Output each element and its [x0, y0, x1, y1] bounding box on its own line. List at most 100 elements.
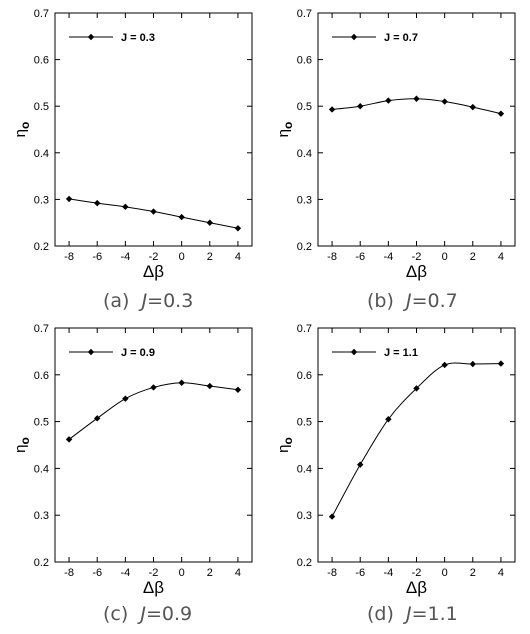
series-line-c-0 [68, 382, 238, 440]
y-tick-label-b-0: 0.2 [297, 241, 312, 253]
data-point-a-6 [234, 225, 242, 232]
y-axis-label-eta-a: η [12, 129, 29, 137]
caption-b-label: (b) [367, 290, 394, 312]
y-tick-label-a-0: 0.2 [34, 241, 49, 253]
legend-marker-a [87, 33, 95, 41]
x-tick-label-c-3: -2 [149, 567, 159, 579]
chart-panel-b: 0.2 0.3 0.4 0.5 0.6 0.7 -8 -6 -4 -2 0 2 4 Δβ ηo J = 0.7 [275, 8, 516, 281]
plot-frame-d [317, 327, 516, 563]
y-tick-label-a-2: 0.4 [34, 148, 49, 160]
y-axis-label-sub-b: o [281, 122, 295, 129]
caption-b-var: J [405, 290, 412, 312]
x-tick-label-b-1: -6 [355, 251, 365, 263]
data-point-a-2 [122, 203, 129, 211]
caption-a-value: =0.3 [147, 290, 194, 312]
plot-frame-b [317, 12, 516, 247]
x-tick-label-b-0: -8 [327, 251, 337, 263]
caption-c-value: =0.9 [145, 603, 193, 625]
plot-frame-c [54, 327, 253, 563]
x-tick-label-d-2: -4 [383, 567, 393, 579]
caption-d: (d) J=1.1 [367, 603, 458, 625]
chart-panel-d: 0.2 0.3 0.4 0.5 0.6 0.7 -8 -6 -4 -2 0 2 4 Δβ ηo J = 1.1 [275, 323, 516, 597]
legend-label-d: J = 1.1 [384, 347, 418, 359]
legend-marker-d [350, 348, 358, 356]
caption-c-label: (c) [103, 603, 129, 625]
x-tick-label-b-4: 0 [442, 251, 448, 263]
x-tick-label-c-5: 2 [207, 567, 213, 579]
data-point-d-0 [328, 513, 336, 520]
y-axis-label-c: ηo [12, 437, 32, 453]
x-tick-label-b-2: -4 [383, 251, 393, 263]
data-point-b-4 [441, 98, 448, 105]
y-axis-label-sub-a: o [18, 122, 32, 129]
data-point-d-4 [441, 361, 448, 369]
data-point-d-3 [413, 385, 420, 392]
caption-d-label: (d) [367, 603, 394, 625]
caption-b-value: =0.7 [411, 290, 458, 312]
y-tick-label-c-4: 0.6 [34, 370, 49, 382]
x-tick-label-a-4: 0 [179, 251, 185, 263]
data-point-b-1 [357, 103, 364, 110]
y-tick-label-c-1: 0.3 [34, 510, 49, 522]
y-tick-label-a-1: 0.3 [34, 194, 49, 206]
data-point-b-3 [413, 95, 420, 102]
y-tick-label-a-3: 0.5 [34, 101, 49, 113]
data-point-c-4 [178, 379, 185, 386]
y-axis-label-eta-d: η [275, 445, 292, 453]
x-tick-label-d-3: -2 [412, 567, 422, 579]
y-tick-label-d-2: 0.4 [297, 463, 312, 475]
data-point-c-5 [206, 382, 213, 390]
legend-label-b: J = 0.7 [384, 32, 418, 44]
data-point-a-3 [150, 208, 157, 215]
data-point-d-2 [385, 416, 392, 423]
data-point-b-6 [497, 110, 505, 117]
x-axis-label-a: Δβ [143, 262, 164, 281]
data-point-d-1 [357, 461, 364, 468]
caption-a-var: J [141, 290, 148, 312]
y-axis-label-sub-c: o [18, 437, 32, 444]
x-tick-label-a-2: -4 [120, 251, 130, 263]
y-tick-label-c-5: 0.7 [34, 323, 49, 335]
y-axis-label-d: ηo [275, 437, 295, 453]
x-tick-label-d-0: -8 [327, 567, 337, 579]
x-tick-label-c-2: -4 [120, 567, 130, 579]
data-point-c-6 [234, 386, 242, 393]
caption-b: (b) J=0.7 [367, 290, 458, 312]
legend-marker-b [350, 33, 358, 41]
x-tick-label-c-6: 4 [235, 567, 241, 579]
data-point-c-0 [65, 436, 73, 443]
y-tick-label-b-1: 0.3 [297, 194, 312, 206]
caption-c-var: J [140, 603, 146, 625]
data-point-c-1 [94, 415, 101, 422]
data-point-b-0 [328, 106, 336, 113]
chart-panel-c: 0.2 0.3 0.4 0.5 0.6 0.7 -8 -6 -4 -2 0 2 4 Δβ ηo J = 0.9 [12, 323, 253, 597]
y-axis-label-eta-c: η [12, 445, 29, 453]
legend-marker-c [87, 348, 95, 356]
y-tick-label-a-4: 0.6 [34, 55, 49, 67]
x-tick-label-d-1: -6 [355, 567, 365, 579]
chart-panel-a: 0.2 0.3 0.4 0.5 0.6 0.7 -8 -6 -4 -2 0 2 4 Δβ ηo J = 0.3 [12, 8, 253, 281]
x-tick-label-b-3: -2 [412, 251, 422, 263]
x-tick-label-a-5: 2 [207, 251, 213, 263]
y-tick-label-c-2: 0.4 [34, 463, 49, 475]
y-axis-label-a: ηo [12, 122, 32, 138]
y-tick-label-d-1: 0.3 [297, 510, 312, 522]
x-tick-label-a-0: -8 [64, 251, 74, 263]
y-tick-label-d-3: 0.5 [297, 417, 312, 429]
y-axis-label-sub-d: o [281, 437, 295, 444]
y-tick-label-b-3: 0.5 [297, 101, 312, 113]
legend-label-c: J = 0.9 [121, 347, 155, 359]
data-point-a-4 [178, 213, 185, 221]
caption-c: (c) J=0.9 [103, 603, 192, 625]
x-axis-label-d: Δβ [406, 578, 427, 597]
x-tick-label-a-3: -2 [149, 251, 159, 263]
legend-label-a: J = 0.3 [121, 32, 155, 44]
x-tick-label-c-1: -6 [92, 567, 102, 579]
caption-a-label: (a) [103, 290, 130, 312]
data-point-d-5 [469, 360, 476, 368]
y-tick-label-c-3: 0.5 [34, 417, 49, 429]
y-tick-label-d-0: 0.2 [297, 557, 312, 569]
x-tick-label-b-5: 2 [470, 251, 476, 263]
y-axis-label-eta-b: η [275, 129, 292, 137]
